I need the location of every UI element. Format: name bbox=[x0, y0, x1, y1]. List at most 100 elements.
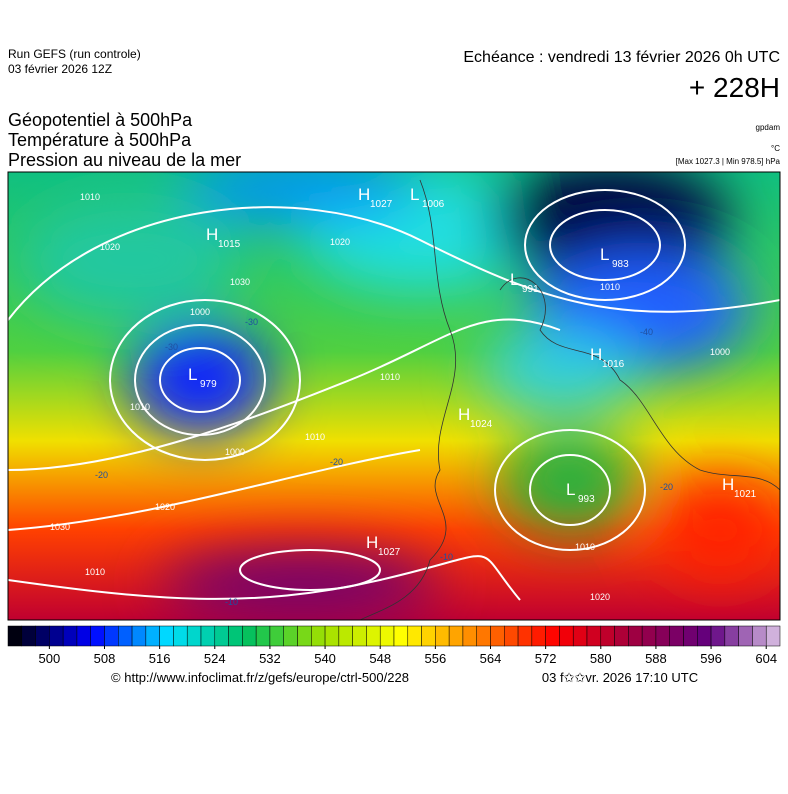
generated-time: 03 f✩✩vr. 2026 17:10 UTC bbox=[542, 670, 698, 685]
colorbar-cell bbox=[462, 625, 477, 647]
colorbar-cell bbox=[131, 625, 147, 647]
colorbar-cell bbox=[572, 625, 588, 647]
colorbar-cell bbox=[104, 625, 119, 647]
colorbar-cell bbox=[669, 625, 684, 647]
center-letter: H bbox=[722, 475, 734, 494]
colorbar-cell bbox=[76, 625, 91, 647]
center-pressure: 993 bbox=[578, 494, 595, 505]
isobar-label: 1020 bbox=[100, 242, 120, 252]
colorbar-cell bbox=[738, 625, 753, 647]
isobar-label: 1010 bbox=[380, 372, 400, 382]
colorbar-cell bbox=[269, 625, 284, 647]
isobar-label: 1030 bbox=[50, 522, 70, 532]
colorbar-cell bbox=[228, 625, 243, 647]
colorbar-cell bbox=[435, 625, 450, 647]
map bbox=[8, 172, 780, 620]
colorbar-cell bbox=[655, 625, 670, 647]
colorbar-cell bbox=[697, 625, 712, 647]
colorbar-cell bbox=[421, 625, 436, 647]
center-letter: L bbox=[600, 245, 609, 264]
temperature-label: -10 bbox=[225, 597, 238, 607]
temperature-label: -30 bbox=[245, 317, 258, 327]
title: Pression au niveau de la mer bbox=[8, 150, 241, 170]
colorbar-tick-label: 540 bbox=[314, 651, 336, 666]
colorbar-tick-label: 500 bbox=[39, 651, 61, 666]
source-url: © http://www.infoclimat.fr/z/gefs/europe… bbox=[111, 670, 409, 685]
colorbar-tick-label: 564 bbox=[480, 651, 502, 666]
center-letter: H bbox=[206, 225, 218, 244]
colorbar-cell bbox=[62, 625, 78, 647]
center-pressure: 1027 bbox=[378, 547, 401, 558]
temperature-label: -40 bbox=[640, 327, 653, 337]
colorbar-tick-label: 548 bbox=[369, 651, 391, 666]
isobar-label: 1030 bbox=[230, 277, 250, 287]
isobar-label: 1000 bbox=[710, 347, 730, 357]
colorbar-cell bbox=[752, 625, 767, 647]
center-pressure: 991 bbox=[522, 284, 539, 295]
colorbar-cell bbox=[531, 625, 546, 647]
colorbar-cell bbox=[200, 625, 216, 647]
colorbar-tick-label: 596 bbox=[700, 651, 722, 666]
center-letter: H bbox=[590, 345, 602, 364]
center-pressure: 1027 bbox=[370, 199, 393, 210]
isobar-label: 1010 bbox=[85, 567, 105, 577]
colorbar-cell bbox=[393, 625, 409, 647]
isobar-label: 1020 bbox=[155, 502, 175, 512]
colorbar-cell bbox=[21, 625, 36, 647]
run-date: 03 février 2026 12Z bbox=[8, 62, 112, 76]
center-pressure: 1015 bbox=[218, 239, 241, 250]
colorbar-cell bbox=[173, 625, 188, 647]
colorbar-cell bbox=[242, 625, 257, 647]
center-letter: L bbox=[188, 365, 197, 384]
center-letter: H bbox=[358, 185, 370, 204]
center-letter: L bbox=[566, 480, 575, 499]
colorbar-cell bbox=[517, 625, 533, 647]
lead-time: + 228H bbox=[689, 72, 780, 103]
unit: °C bbox=[771, 144, 780, 153]
colorbar-cell bbox=[407, 625, 422, 647]
colorbar-cell bbox=[710, 625, 726, 647]
colorbar-tick-label: 556 bbox=[425, 651, 447, 666]
colorbar-cell bbox=[145, 625, 160, 647]
isobar-label: 1010 bbox=[80, 192, 100, 202]
colorbar-cell bbox=[283, 625, 298, 647]
colorbar-cell bbox=[159, 625, 174, 647]
temperature-label: -20 bbox=[95, 470, 108, 480]
run-label: Run GEFS (run controle) bbox=[8, 47, 141, 61]
colorbar-tick-label: 604 bbox=[755, 651, 777, 666]
temperature-label: -30 bbox=[165, 342, 178, 352]
colorbar-cell bbox=[448, 625, 464, 647]
colorbar-cell bbox=[641, 625, 657, 647]
colorbar-cell bbox=[311, 625, 326, 647]
colorbar-cell bbox=[724, 625, 739, 647]
isobar-label: 1000 bbox=[225, 447, 245, 457]
title: Géopotentiel à 500hPa bbox=[8, 110, 193, 130]
colorbar-cell bbox=[586, 625, 602, 647]
center-pressure: 979 bbox=[200, 379, 217, 390]
center-letter: L bbox=[410, 185, 419, 204]
colorbar-cell bbox=[255, 625, 271, 647]
center-pressure: 1021 bbox=[734, 489, 757, 500]
isobar-label: 1010 bbox=[600, 282, 620, 292]
temperature-label: -20 bbox=[330, 457, 343, 467]
title: Température à 500hPa bbox=[8, 130, 192, 150]
valid-time: Echéance : vendredi 13 février 2026 0h U… bbox=[463, 49, 780, 66]
colorbar-cell bbox=[338, 625, 353, 647]
temperature-label: -10 bbox=[440, 552, 453, 562]
temperature-label: -20 bbox=[660, 482, 673, 492]
colorbar-cell bbox=[90, 625, 105, 647]
isobar-label: 1000 bbox=[190, 307, 210, 317]
colorbar-cell bbox=[545, 625, 560, 647]
center-pressure: 1024 bbox=[470, 419, 493, 430]
colorbar-cell bbox=[628, 625, 643, 647]
center-letter: H bbox=[458, 405, 470, 424]
colorbar-cell bbox=[614, 625, 629, 647]
colorbar-cell bbox=[765, 625, 781, 647]
unit: [Max 1027.3 | Min 978.5] hPa bbox=[676, 157, 781, 166]
colorbar-cell bbox=[490, 625, 505, 647]
colorbar-cell bbox=[324, 625, 340, 647]
colorbar-tick-label: 508 bbox=[94, 651, 116, 666]
colorbar-cell bbox=[379, 625, 395, 647]
isobar-label: 1010 bbox=[575, 542, 595, 552]
